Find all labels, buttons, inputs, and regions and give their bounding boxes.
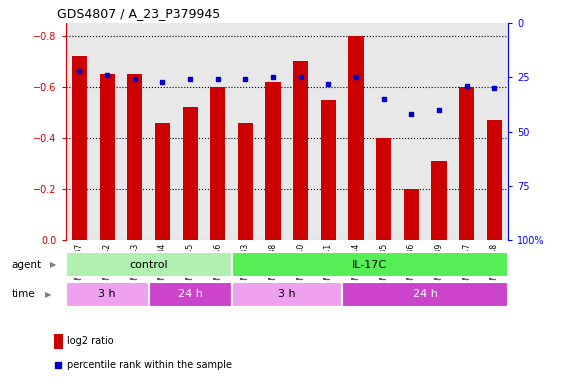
Bar — [266, 82, 281, 240]
Bar — [183, 107, 198, 240]
Text: 3 h: 3 h — [278, 289, 296, 299]
Text: ▶: ▶ — [45, 290, 51, 299]
Text: log2 ratio: log2 ratio — [67, 336, 114, 346]
Bar — [99, 74, 115, 240]
Bar — [210, 87, 226, 240]
Bar — [432, 161, 447, 240]
Bar — [127, 74, 142, 240]
Text: agent: agent — [11, 260, 42, 270]
Bar — [66, 252, 232, 277]
Text: percentile rank within the sample: percentile rank within the sample — [67, 360, 232, 370]
Bar — [404, 189, 419, 240]
Bar — [459, 87, 475, 240]
Bar — [232, 252, 508, 277]
Bar — [148, 282, 232, 306]
Text: 3 h: 3 h — [98, 289, 116, 299]
Bar — [486, 120, 502, 240]
Bar — [232, 282, 342, 306]
Text: 24 h: 24 h — [178, 289, 203, 299]
Text: time: time — [11, 289, 35, 299]
Bar — [293, 61, 308, 240]
Bar — [321, 99, 336, 240]
Text: ▶: ▶ — [50, 260, 56, 269]
Bar — [66, 282, 148, 306]
Bar — [376, 138, 391, 240]
Bar — [348, 36, 364, 240]
Bar — [54, 334, 63, 349]
Text: 24 h: 24 h — [413, 289, 437, 299]
Bar — [72, 56, 87, 240]
Bar — [238, 122, 253, 240]
Bar — [342, 282, 508, 306]
Bar — [155, 122, 170, 240]
Text: control: control — [129, 260, 168, 270]
Text: GDS4807 / A_23_P379945: GDS4807 / A_23_P379945 — [57, 7, 220, 20]
Text: IL-17C: IL-17C — [352, 260, 388, 270]
